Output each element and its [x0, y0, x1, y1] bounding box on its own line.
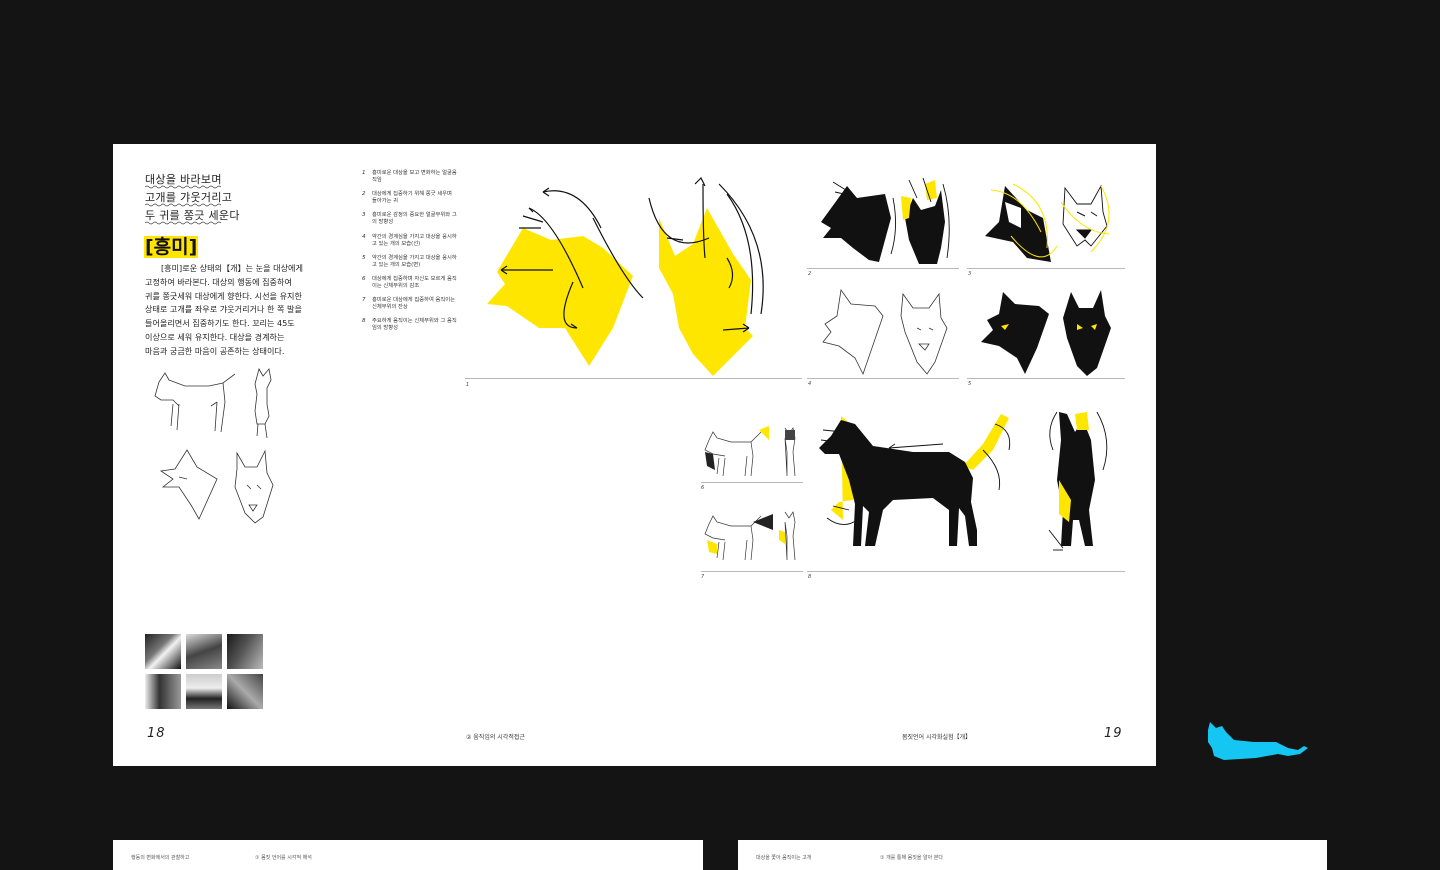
caption-text: 대상에게 집중하며 자신도 모르게 움직이는 신체부위의 감조: [372, 275, 457, 289]
caption-item: 7 흥미로운 대상에게 집중하여 움직이는 신체부위의 잔상: [362, 297, 458, 311]
figure-divider: [701, 571, 803, 572]
body-line: 상태로 고개를 좌우로 갸웃거리거나 한 쪽 발을: [145, 304, 302, 315]
figure-number: 8: [808, 574, 812, 580]
figure-number: 1: [466, 382, 470, 388]
caption-item: 3 흥미로운 감정의 중요한 얼굴부위와 그 의 방향성: [362, 212, 458, 226]
next-spread-right: 대상을 쫓아 움직이는 고개 ① 개를 통해 몸짓을 알아 본다: [738, 840, 1327, 870]
dog-head-sketch: [159, 449, 274, 524]
dog-photo: [145, 634, 181, 669]
chapter-title: ② 움직임의 시각적접근: [466, 734, 525, 741]
body-line: 고정하여 바라본다. 대상의 행동에 집중하여: [145, 276, 292, 287]
figure-7-sketch: [704, 511, 796, 561]
figure-8-black-dog: [819, 411, 1108, 551]
figure-number: 3: [968, 271, 972, 277]
dog-side-sketch: [154, 367, 272, 439]
figure-divider: [967, 378, 1125, 379]
caption-number: 7: [362, 297, 366, 304]
wavy-underline: [145, 185, 222, 189]
caption-list: 1 흥미로운 대상을 보고 변화하는 얼굴움직임 2 대상에게 집중하기 위해 쫑긋…: [362, 170, 458, 340]
body-line: 마음과 궁금한 마음이 공존하는 상태이다.: [145, 345, 285, 356]
figure-number: 5: [968, 381, 972, 387]
caption-text: 약간의 경계심을 가지고 대상을 응시하고 있는 개의 모습(면): [372, 254, 457, 268]
caption-number: 5: [362, 254, 366, 261]
caption-number: 3: [362, 212, 366, 219]
body-line: 귀를 쫑긋세워 대상에게 향한다. 시선을 유지한: [145, 290, 302, 301]
caption-number: 4: [362, 233, 366, 240]
figure-3-face-zones: [985, 183, 1110, 262]
caption-text: 흥미로운 대상에게 집중하여 움직이는 신체부위의 잔상: [372, 297, 456, 311]
caption-item: 6 대상에게 집중하며 자신도 모르게 움직이는 신체부위의 감조: [362, 276, 458, 290]
page-number-left: 18: [147, 726, 166, 741]
book-spread: 대상을 바라보며 고개를 갸웃거리고 두 귀를 쫑긋 세운다 [흥미] [흥미]…: [113, 144, 1156, 766]
caption-text: 흥미로운 대상을 보고 변화하는 얼굴움직임: [372, 170, 457, 183]
title-line-2: 고개를 갸웃거리고: [145, 191, 233, 204]
caption-text: 대상에게 집중하기 위해 쫑긋 세우며 돌아가는 귀: [372, 191, 452, 205]
caption-number: 1: [362, 170, 366, 176]
wavy-underline: [145, 221, 222, 225]
body-line: 들어올리면서 집중하기도 한다. 꼬리는 45도: [145, 318, 295, 329]
keyword-heading: [흥미]: [144, 236, 199, 258]
caption-item: 5 약간의 경계심을 가지고 대상을 응시하고 있는 개의 모습(면): [362, 255, 458, 269]
caption-number: 8: [362, 318, 366, 325]
book-title: 몸짓언어 시각화실험【개】: [902, 734, 972, 741]
next-spread-text: 대상을 쫓아 움직이는 고개: [756, 855, 812, 861]
page-number-right: 19: [1104, 726, 1123, 741]
dog-photo: [227, 674, 263, 709]
next-spread-text: ① 몸짓 언어를 시각적 해석: [255, 855, 312, 861]
caption-text: 약간의 경계심을 가지고 대상을 응시하고 있는 개의 모습(선): [372, 233, 457, 247]
figure-2-black-heads: [821, 177, 950, 264]
figure-number: 4: [808, 381, 812, 387]
next-spread-left: 행동의 변화에서의 관찰하고 ① 몸짓 언어를 시각적 해석: [113, 840, 703, 870]
figure-divider: [807, 378, 959, 379]
figure-divider: [967, 268, 1125, 269]
lying-cat-icon: [1208, 722, 1308, 760]
caption-item: 8 주요하게 움직이는 신체부위와 그 움직임의 방향성: [362, 318, 458, 332]
dog-photo: [145, 674, 181, 709]
figure-number: 2: [808, 271, 812, 277]
caption-number: 6: [362, 275, 366, 282]
caption-text: 주요하게 움직이는 신체부위와 그 움직임의 방향성: [372, 318, 457, 332]
body-paragraph: [흥미]로운 상태의【개】는 눈을 대상에게 고정하여 바라본다. 대상의 행동…: [145, 262, 305, 359]
dog-photo: [186, 634, 222, 669]
caption-item: 4 약간의 경계심을 가지고 대상을 응시하고 있는 개의 모습(선): [362, 234, 458, 248]
figure-1-yellow-heads: [487, 176, 764, 376]
body-line: [흥미]로운 상태의【개】는 눈을 대상에게: [161, 263, 303, 273]
figure-divider: [807, 268, 959, 269]
body-line: 이상으로 세워 유지한다. 대상을 경계하는: [145, 331, 285, 342]
caption-text: 흥미로운 감정의 중요한 얼굴부위와 그 의 방향성: [372, 212, 457, 226]
figure-number: 6: [701, 485, 705, 491]
caption-item: 1 흥미로운 대상을 보고 변화하는 얼굴움직임: [362, 170, 458, 184]
figure-number: 7: [701, 574, 705, 580]
dog-photo: [186, 674, 222, 709]
figure-divider: [807, 571, 1125, 572]
figure-4-line-heads: [822, 288, 948, 376]
dog-photo: [227, 634, 263, 669]
wavy-underline: [145, 203, 222, 207]
title-line-1: 대상을 바라보며: [145, 173, 222, 186]
figure-divider: [701, 482, 803, 483]
figure-6-sketch: [704, 426, 796, 477]
next-spread-text: ① 개를 통해 몸짓을 알아 본다: [880, 855, 944, 861]
title-line-3: 두 귀를 쫑긋 세운다: [145, 209, 240, 222]
caption-number: 2: [362, 191, 366, 198]
next-spread-text: 행동의 변화에서의 관찰하고: [131, 855, 190, 861]
caption-item: 2 대상에게 집중하기 위해 쫑긋 세우며 돌아가는 귀: [362, 191, 458, 205]
figure-divider: [465, 378, 802, 379]
figure-5-silhouette-heads: [981, 290, 1111, 376]
